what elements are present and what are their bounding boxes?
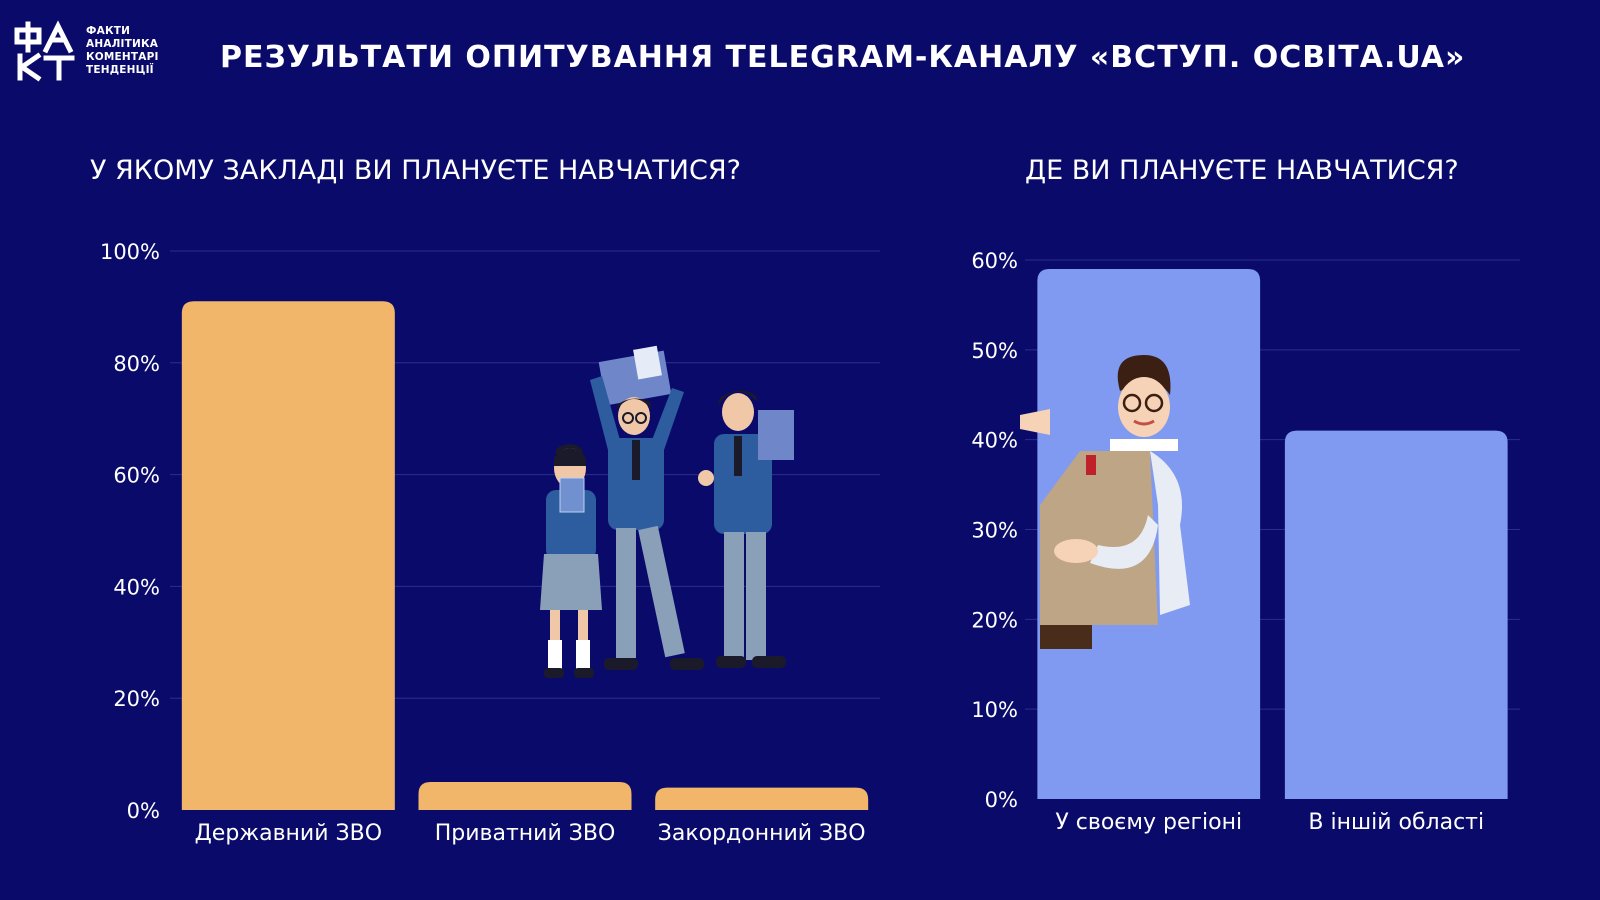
y-tick-label: 80% <box>113 352 160 376</box>
y-tick-label: 60% <box>971 249 1018 273</box>
page-title: РЕЗУЛЬТАТИ ОПИТУВАННЯ TELEGRAM-КАНАЛУ «В… <box>220 40 1466 75</box>
students-group-illustration <box>540 345 794 678</box>
x-tick-label: У своєму регіоні <box>1055 810 1242 835</box>
y-tick-label: 0% <box>127 799 160 823</box>
chart-institution: 0% 20% 40% 60% 80% 100% Державний ЗВО Приватний… <box>100 240 880 846</box>
y-tick-label: 40% <box>113 575 160 599</box>
y-tick-label: 20% <box>113 687 160 711</box>
bar <box>418 782 632 810</box>
logo-mark-icon <box>14 20 75 82</box>
x-tick-label: В іншій області <box>1308 810 1484 835</box>
logo-line: АНАЛІТИКА <box>86 38 159 50</box>
logo-line: КОМЕНТАРІ <box>86 51 159 63</box>
bar <box>655 787 869 810</box>
chart-title-location: ДЕ ВИ ПЛАНУЄТЕ НАВЧАТИСЯ? <box>1025 155 1459 186</box>
y-tick-label: 0% <box>985 788 1018 812</box>
logo-line: ФАКТИ <box>86 25 131 37</box>
x-tick-label: Приватний ЗВО <box>435 821 616 846</box>
bar <box>1284 430 1508 799</box>
y-tick-label: 40% <box>971 429 1018 453</box>
x-tick-label: Закордонний ЗВО <box>658 821 866 846</box>
y-tick-label: 50% <box>971 339 1018 363</box>
x-tick-label: Державний ЗВО <box>195 821 382 846</box>
y-tick-label: 20% <box>971 608 1018 632</box>
y-tick-label: 100% <box>100 240 160 264</box>
y-tick-label: 30% <box>971 519 1018 543</box>
logo-line: ТЕНДЕНЦІЇ <box>86 64 154 76</box>
teacher-pointing-illustration <box>1020 355 1190 649</box>
logo: ФАКТИ АНАЛІТИКА КОМЕНТАРІ ТЕНДЕНЦІЇ <box>14 20 159 82</box>
logo-text: ФАКТИ АНАЛІТИКА КОМЕНТАРІ ТЕНДЕНЦІЇ <box>86 25 159 77</box>
y-tick-label: 60% <box>113 464 160 488</box>
y-tick-label: 10% <box>971 698 1018 722</box>
chart-title-institution: У ЯКОМУ ЗАКЛАДІ ВИ ПЛАНУЄТЕ НАВЧАТИСЯ? <box>90 155 741 186</box>
bar <box>181 301 395 810</box>
